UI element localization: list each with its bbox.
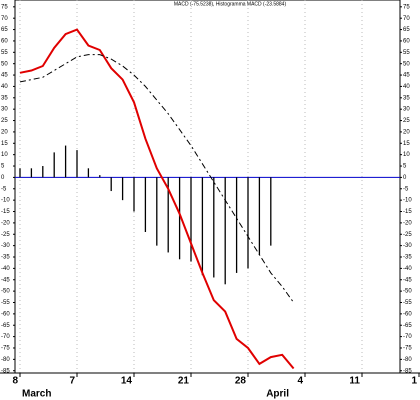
y-tick-label: -55: [403, 300, 412, 306]
y-tick-label: 30: [403, 107, 410, 113]
x-tick-label: 14: [121, 376, 133, 387]
x-tick-label: 1: [411, 376, 417, 387]
y-tick-label: 15: [1, 141, 8, 147]
x-tick-label: 21: [178, 376, 190, 387]
y-tick-label: 40: [1, 84, 8, 90]
y-tick-label: -15: [1, 209, 10, 215]
y-tick-label: 50: [1, 61, 8, 67]
x-tick-label: 28: [235, 376, 247, 387]
y-tick-label: -15: [403, 209, 412, 215]
y-tick-label: -70: [1, 334, 10, 340]
y-tick-label: 10: [403, 152, 410, 158]
y-tick-label: -25: [1, 232, 10, 238]
y-tick-label: -75: [1, 346, 10, 352]
y-tick-label: -35: [403, 255, 412, 261]
y-tick-label: -75: [403, 346, 412, 352]
y-tick-label: -40: [403, 266, 412, 272]
y-tick-label: -70: [403, 334, 412, 340]
y-tick-label: -40: [1, 266, 10, 272]
y-tick-label: -50: [1, 289, 10, 295]
y-tick-label: -60: [1, 311, 10, 317]
y-tick-label: -65: [1, 323, 10, 329]
line-series: [19, 54, 295, 303]
month-label: April: [266, 389, 289, 400]
y-tick-label: 5: [403, 164, 407, 170]
x-tick-label: 11: [349, 376, 360, 387]
y-tick-label: 45: [403, 73, 410, 79]
month-label: March: [22, 389, 51, 400]
y-tick-label: -5: [403, 186, 409, 192]
y-tick-label: 55: [1, 50, 8, 56]
y-tick-label: -80: [403, 357, 412, 363]
y-tick-label: 20: [1, 129, 8, 135]
y-tick-label: -45: [1, 277, 10, 283]
y-tick-label: 35: [403, 95, 410, 101]
y-tick-label: 45: [1, 73, 8, 79]
y-tick-label: 75: [1, 4, 8, 10]
y-tick-label: -5: [1, 186, 7, 192]
y-tick-label: 50: [403, 61, 410, 67]
y-tick-label: -10: [1, 198, 10, 204]
y-tick-label: -35: [1, 255, 10, 261]
y-tick-label: -10: [403, 198, 412, 204]
y-tick-label: 35: [1, 95, 8, 101]
x-tick-label: 7: [69, 376, 75, 387]
y-tick-label: 75: [403, 4, 410, 10]
y-tick-label: -30: [1, 243, 10, 249]
y-tick-label: 0: [1, 175, 5, 181]
y-tick-label: 20: [403, 129, 410, 135]
y-tick-label: 55: [403, 50, 410, 56]
y-tick-label: 65: [403, 27, 410, 33]
y-tick-label: -55: [1, 300, 10, 306]
y-tick-label: 10: [1, 152, 8, 158]
y-tick-label: -65: [403, 323, 412, 329]
y-tick-label: 65: [1, 27, 8, 33]
y-tick-label: 25: [403, 118, 410, 124]
y-tick-label: -80: [1, 357, 10, 363]
y-tick-label: 5: [1, 164, 5, 170]
y-tick-label: 30: [1, 107, 8, 113]
y-tick-label: 0: [403, 175, 407, 181]
y-tick-label: 40: [403, 84, 410, 90]
y-tick-label: 60: [403, 39, 410, 45]
y-tick-label: -25: [403, 232, 412, 238]
line-series: [19, 28, 295, 370]
y-tick-label: -45: [403, 277, 412, 283]
y-tick-label: 60: [1, 39, 8, 45]
y-tick-label: -50: [403, 289, 412, 295]
y-tick-label: -85: [1, 368, 10, 374]
y-tick-label: -20: [403, 220, 412, 226]
y-tick-label: -20: [1, 220, 10, 226]
y-tick-label: 25: [1, 118, 8, 124]
y-tick-label: -60: [403, 311, 412, 317]
y-tick-label: 70: [403, 16, 410, 22]
x-tick-label: 4: [297, 376, 303, 387]
y-tick-label: 70: [1, 16, 8, 22]
plot-frame: [14, 0, 401, 374]
y-tick-label: -30: [403, 243, 412, 249]
y-tick-label: -85: [403, 368, 412, 374]
chart-title: MACD (-75.5238), Histogramma MACD (-23.5…: [174, 1, 287, 7]
y-tick-label: 15: [403, 141, 410, 147]
x-tick-label: 8: [12, 376, 18, 387]
